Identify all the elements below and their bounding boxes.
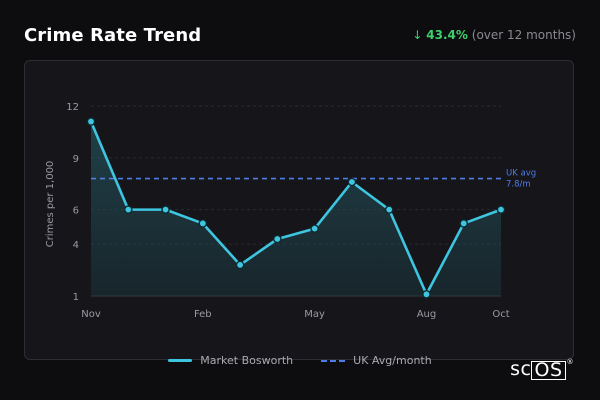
uk-avg-label: UK avg xyxy=(506,169,536,179)
change-summary: ↓ 43.4% (over 12 months) xyxy=(412,28,576,42)
change-percentage: 43.4% xyxy=(426,28,468,42)
x-tick-label: Oct xyxy=(492,309,509,320)
x-tick-label: Aug xyxy=(417,309,437,320)
legend-swatch-dashed xyxy=(321,359,346,362)
y-tick-label: 6 xyxy=(73,206,79,217)
chart-legend: Market Bosworth UK Avg/month xyxy=(0,354,600,367)
x-tick-label: Feb xyxy=(194,309,212,320)
uk-avg-value-label: 7.8/m xyxy=(506,180,531,190)
data-point xyxy=(422,289,431,299)
legend-item-market-bosworth[interactable]: Market Bosworth xyxy=(168,354,293,367)
data-point xyxy=(496,205,506,214)
data-point xyxy=(347,177,357,187)
legend-item-uk-avg[interactable]: UK Avg/month xyxy=(321,354,432,367)
logo-os: OS xyxy=(531,361,566,380)
series-area xyxy=(91,121,501,296)
legend-label-market-bosworth: Market Bosworth xyxy=(200,354,294,367)
change-period: (over 12 months) xyxy=(471,28,576,42)
y-tick-label: 9 xyxy=(73,154,79,165)
logo-registered-mark: ® xyxy=(566,358,574,366)
chart-title: Crime Rate Trend xyxy=(24,25,202,46)
data-point xyxy=(161,205,170,214)
x-tick-label: Nov xyxy=(81,309,101,320)
data-point xyxy=(273,234,282,244)
legend-swatch-solid xyxy=(168,359,193,362)
y-axis-label: Crimes per 1,000 xyxy=(45,161,56,248)
y-tick-label: 4 xyxy=(73,240,79,251)
data-point xyxy=(86,117,96,126)
x-tick-label: May xyxy=(304,309,325,320)
scos-logo: sc OS ® xyxy=(510,358,574,380)
data-point xyxy=(384,205,394,214)
down-arrow-icon: ↓ xyxy=(412,28,423,42)
y-tick-label: 1 xyxy=(73,292,79,303)
data-point xyxy=(235,260,245,270)
logo-sc: sc xyxy=(510,358,532,380)
legend-label-uk-avg: UK Avg/month xyxy=(353,354,432,367)
data-point xyxy=(459,219,469,228)
data-point xyxy=(310,224,319,233)
y-tick-label: 12 xyxy=(66,102,79,113)
data-point xyxy=(198,219,208,228)
data-point xyxy=(123,205,133,214)
series-line-market-bosworth xyxy=(89,120,503,296)
